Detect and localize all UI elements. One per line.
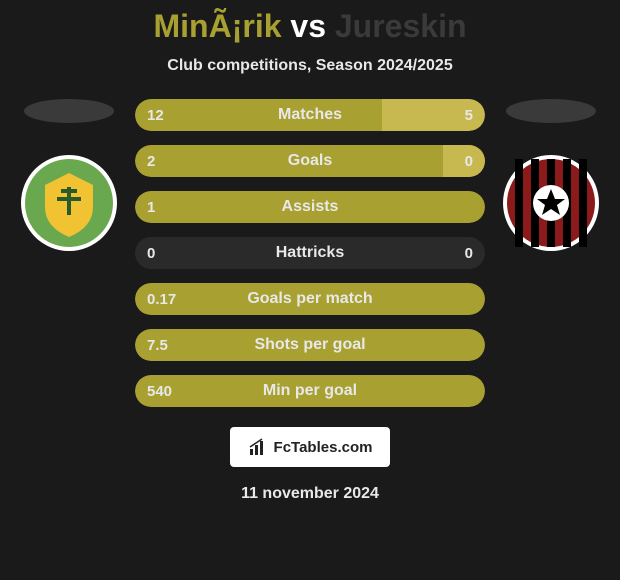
stat-row: 7.5Shots per goal bbox=[135, 329, 485, 361]
stat-row: 540Min per goal bbox=[135, 375, 485, 407]
stat-label: Hattricks bbox=[135, 244, 485, 262]
footer-brand-text: FcTables.com bbox=[274, 439, 373, 456]
stat-row: 1Assists bbox=[135, 191, 485, 223]
subtitle: Club competitions, Season 2024/2025 bbox=[167, 57, 452, 75]
comparison-card: MinÃ¡rik vs Jureskin Club competitions, … bbox=[0, 0, 620, 580]
stat-label: Matches bbox=[135, 106, 485, 124]
stat-row: 0Hattricks0 bbox=[135, 237, 485, 269]
footer-date: 11 november 2024 bbox=[241, 485, 379, 503]
stat-label: Min per goal bbox=[135, 382, 485, 400]
main-row: 12Matches52Goals01Assists0Hattricks00.17… bbox=[0, 99, 620, 407]
stat-label: Goals bbox=[135, 152, 485, 170]
club-logo-left bbox=[21, 155, 117, 251]
vs-label: vs bbox=[290, 8, 326, 44]
stat-label: Shots per goal bbox=[135, 336, 485, 354]
stats-bars: 12Matches52Goals01Assists0Hattricks00.17… bbox=[135, 99, 485, 407]
chart-icon bbox=[248, 437, 268, 457]
player2-name: Jureskin bbox=[335, 8, 467, 44]
shadow-ellipse bbox=[506, 99, 596, 123]
stat-label: Assists bbox=[135, 198, 485, 216]
right-side bbox=[501, 99, 601, 251]
stat-value-p2: 5 bbox=[465, 107, 473, 124]
zilina-logo-icon bbox=[21, 155, 117, 251]
spartak-logo-icon bbox=[503, 155, 599, 251]
stat-label: Goals per match bbox=[135, 290, 485, 308]
title: MinÃ¡rik vs Jureskin bbox=[154, 8, 467, 45]
left-side bbox=[19, 99, 119, 251]
stat-row: 2Goals0 bbox=[135, 145, 485, 177]
stat-value-p2: 0 bbox=[465, 153, 473, 170]
stat-row: 0.17Goals per match bbox=[135, 283, 485, 315]
stat-row: 12Matches5 bbox=[135, 99, 485, 131]
stat-value-p2: 0 bbox=[465, 245, 473, 262]
player1-name: MinÃ¡rik bbox=[154, 8, 282, 44]
club-logo-right bbox=[503, 155, 599, 251]
footer-brand: FcTables.com bbox=[230, 427, 390, 467]
shadow-ellipse bbox=[24, 99, 114, 123]
